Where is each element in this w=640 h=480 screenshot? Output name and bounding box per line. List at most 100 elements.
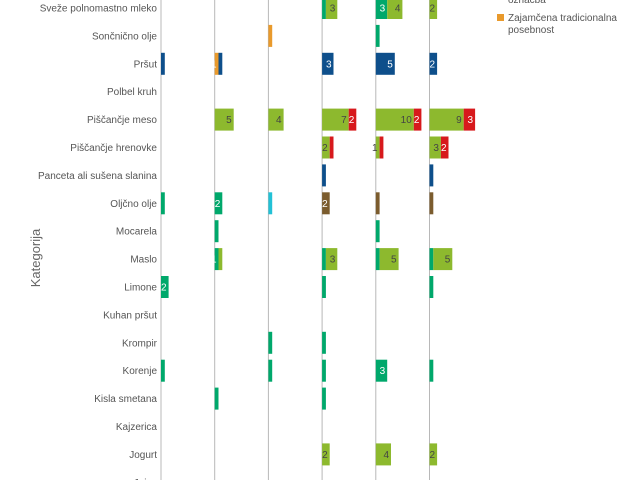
bar-segment [322, 387, 326, 410]
bar-segment [322, 331, 326, 354]
bar-segment [268, 359, 273, 382]
bar-segment [375, 248, 380, 271]
bar-value-label: 1 [372, 143, 378, 154]
category-label: Polbel kruh [107, 87, 157, 98]
bar-value-label: 3 [330, 4, 336, 15]
bar-value-label: 1 [211, 255, 217, 266]
bar-segment [214, 108, 234, 131]
bar-value-label: 3 [380, 4, 386, 15]
category-label: Krompir [122, 338, 158, 349]
bar-value-label: 2 [430, 450, 436, 461]
bar-segment [268, 331, 273, 354]
bar-segment [322, 0, 326, 19]
legend: označba Zajamčena tradicionalna posebnost [497, 0, 617, 36]
category-labels: Sveže polnomastno mleko Sončnično olje Prš… [38, 4, 158, 480]
bar-value-label: 2 [349, 115, 355, 126]
bar-segment [214, 248, 219, 271]
category-label: Pršut [134, 59, 158, 70]
bar-segment [429, 108, 464, 131]
bar-value-label: 3 [326, 59, 332, 70]
bar-segment [387, 0, 403, 19]
bar-segment [214, 52, 219, 75]
bar-segment [375, 192, 380, 215]
bar-segment [161, 276, 169, 298]
bar-value-label: 2 [322, 450, 328, 461]
category-label: Kajzerica [116, 422, 158, 433]
bar-segment [429, 136, 441, 159]
bar-value-label: 2 [161, 283, 167, 294]
bar-segment [429, 192, 434, 215]
bar-segment [218, 248, 223, 271]
bar-value-label: 2 [322, 143, 328, 154]
bar-value-label: 2 [441, 143, 447, 154]
bar-segment [429, 359, 434, 382]
bar-value-label: 3 [330, 255, 336, 266]
bar-segment [375, 24, 380, 47]
bar-value-label: 4 [276, 115, 282, 126]
bar-segment [329, 136, 334, 159]
category-label: Piščančje meso [87, 115, 157, 126]
bar-value-label: 5 [445, 255, 451, 266]
bar-segment [214, 220, 219, 243]
bar-segment [218, 52, 223, 75]
bar-value-label: 5 [226, 115, 232, 126]
bar-segment [429, 443, 438, 466]
bar-value-label: 3 [468, 115, 474, 126]
bar-segment [429, 0, 438, 19]
bar-value-label: 10 [401, 115, 413, 126]
category-label: Limone [124, 283, 157, 294]
bar-segment [375, 0, 388, 19]
bar-segment [322, 52, 334, 75]
category-label: Mocarela [116, 227, 158, 238]
legend-label: Zajamčena tradicionalna posebnost [508, 13, 617, 36]
bar-segment [268, 192, 273, 215]
category-label: Sveže polnomastno mleko [40, 4, 158, 15]
bar-segment [375, 220, 380, 243]
category-label: Jajca [134, 478, 158, 480]
bar-segment [214, 192, 223, 215]
bar-segment [440, 136, 449, 159]
bar-value-label: 4 [395, 4, 401, 15]
bar-segment [429, 276, 434, 298]
bar-value-label: 3 [433, 143, 439, 154]
bar-segment [161, 359, 165, 382]
bar-value-label: 5 [387, 59, 393, 70]
bar-segment [379, 248, 399, 271]
bar-segment [322, 136, 330, 159]
bar-segment [375, 52, 395, 75]
bar-value-label: 4 [383, 450, 389, 461]
bar-segment [375, 359, 388, 382]
bar-value-label: 2 [414, 115, 420, 126]
bar-segment [161, 192, 165, 215]
bar-segment [322, 443, 330, 466]
bar-value-label: 9 [456, 115, 462, 126]
category-label: Kisla smetana [94, 394, 157, 405]
bar-segment [379, 136, 384, 159]
y-axis-title: Kategorija [28, 228, 43, 287]
bar-segment [322, 359, 326, 382]
bar-value-label: 3 [380, 366, 386, 377]
category-label: Maslo [130, 255, 157, 266]
category-label: Kuhan pršut [103, 310, 157, 321]
bar-segment [214, 387, 219, 410]
bar-segment [348, 108, 357, 131]
bar-segment [463, 108, 476, 131]
category-label: Sončnično olje [92, 31, 157, 42]
bar-value-label: 1 [211, 59, 217, 70]
bar-segment [413, 108, 422, 131]
bar-segment [322, 108, 349, 131]
bar-segment [322, 192, 330, 215]
bar-segment [375, 443, 391, 466]
bar-value-label: 5 [391, 255, 397, 266]
category-label: Jogurt [129, 450, 157, 461]
bar-value-label: 2 [430, 59, 436, 70]
category-label: Piščančje hrenovke [70, 143, 157, 154]
bar-segment [375, 136, 380, 159]
bar-segment [429, 248, 434, 271]
bar-segment [268, 24, 273, 47]
bar-segment [322, 164, 326, 187]
bar-segment [322, 248, 326, 271]
legend-swatch [497, 14, 504, 21]
